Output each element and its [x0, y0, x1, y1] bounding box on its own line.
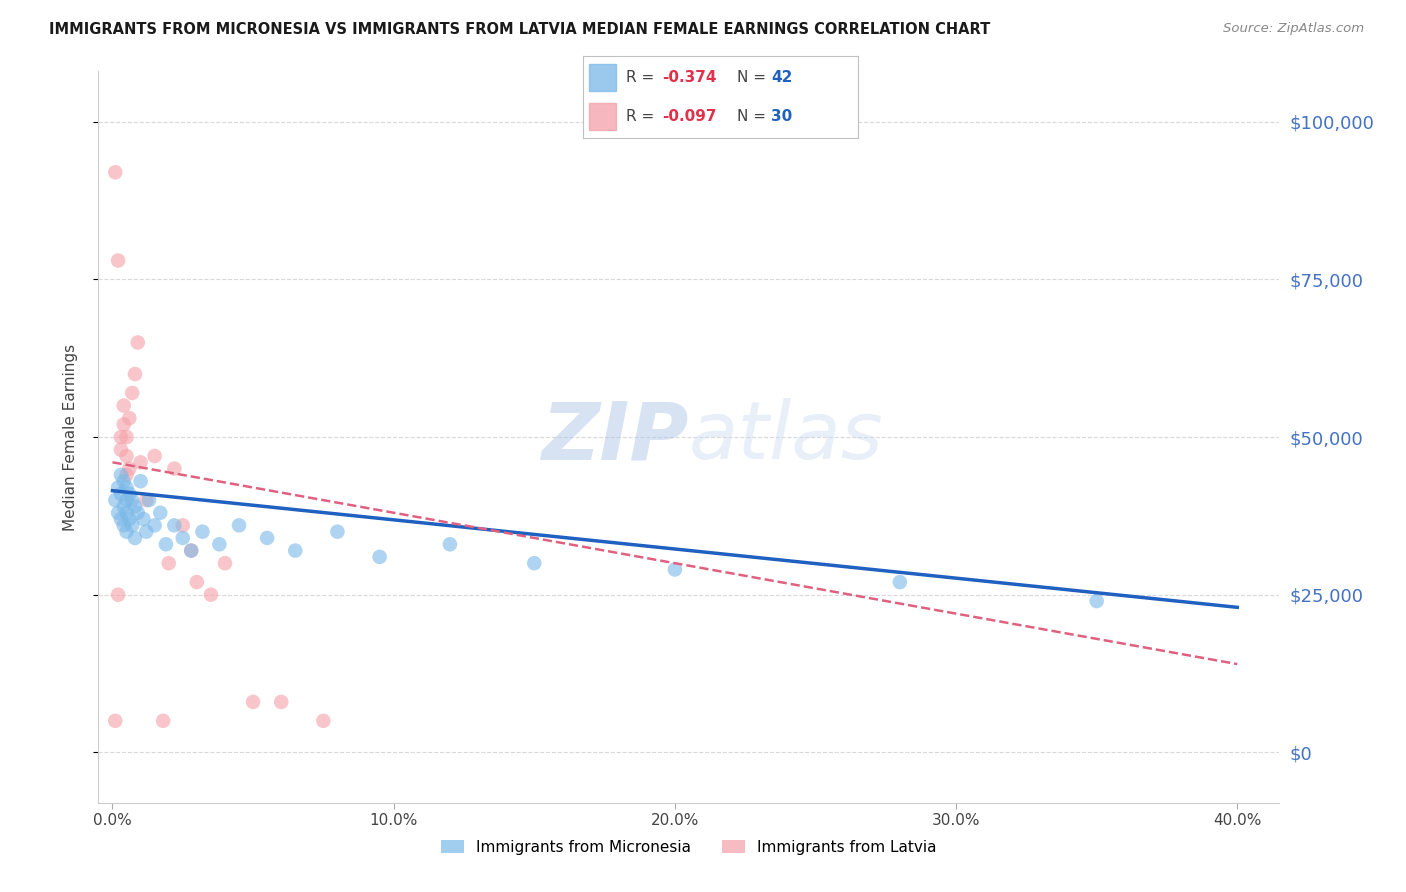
Point: [163, 518, 186, 533]
Point: [143, 449, 166, 463]
Point: [121, 493, 143, 508]
Point: [270, 695, 292, 709]
Point: [115, 430, 138, 444]
Text: -0.374: -0.374: [662, 70, 716, 85]
Point: [118, 461, 141, 475]
Point: [129, 474, 152, 488]
Text: IMMIGRANTS FROM MICRONESIA VS IMMIGRANTS FROM LATVIA MEDIAN FEMALE EARNINGS CORR: IMMIGRANTS FROM MICRONESIA VS IMMIGRANTS…: [49, 22, 990, 37]
Point: [107, 481, 129, 495]
Point: [191, 524, 214, 539]
Point: [118, 512, 141, 526]
Point: [132, 512, 155, 526]
Point: [115, 524, 138, 539]
Point: [115, 449, 138, 463]
Point: [127, 335, 149, 350]
Point: [110, 442, 132, 457]
Point: [157, 556, 180, 570]
Point: [242, 695, 264, 709]
Point: [186, 575, 208, 590]
Point: [110, 487, 132, 501]
Point: [104, 714, 127, 728]
Point: [228, 518, 250, 533]
Point: [124, 367, 146, 381]
Point: [112, 500, 135, 514]
Point: [163, 461, 186, 475]
Point: [143, 518, 166, 533]
Text: Source: ZipAtlas.com: Source: ZipAtlas.com: [1223, 22, 1364, 36]
Bar: [589, 103, 616, 130]
Point: [115, 481, 138, 495]
Text: R =: R =: [626, 70, 659, 85]
Point: [121, 518, 143, 533]
Point: [118, 411, 141, 425]
Point: [107, 506, 129, 520]
Legend: Immigrants from Micronesia, Immigrants from Latvia: Immigrants from Micronesia, Immigrants f…: [436, 834, 942, 861]
Point: [1085, 594, 1108, 608]
Point: [135, 524, 157, 539]
Y-axis label: Median Female Earnings: Median Female Earnings: [63, 343, 77, 531]
Point: [523, 556, 546, 570]
Point: [127, 506, 149, 520]
Text: R =: R =: [626, 109, 659, 124]
Point: [152, 714, 174, 728]
Point: [110, 430, 132, 444]
Point: [118, 487, 141, 501]
Point: [155, 537, 177, 551]
Text: 30: 30: [772, 109, 793, 124]
Point: [284, 543, 307, 558]
Point: [124, 500, 146, 514]
Bar: [589, 63, 616, 91]
Point: [104, 493, 127, 508]
Point: [112, 474, 135, 488]
Text: N =: N =: [737, 70, 770, 85]
Text: -0.097: -0.097: [662, 109, 716, 124]
Point: [208, 537, 231, 551]
Point: [107, 588, 129, 602]
Text: 42: 42: [772, 70, 793, 85]
Point: [110, 512, 132, 526]
Point: [104, 165, 127, 179]
Point: [889, 575, 911, 590]
Point: [180, 543, 202, 558]
Point: [124, 531, 146, 545]
Point: [149, 506, 172, 520]
Point: [180, 543, 202, 558]
Text: N =: N =: [737, 109, 770, 124]
Text: atlas: atlas: [689, 398, 884, 476]
Point: [256, 531, 278, 545]
Point: [115, 506, 138, 520]
Point: [214, 556, 236, 570]
Point: [115, 493, 138, 508]
Point: [326, 524, 349, 539]
Point: [439, 537, 461, 551]
Point: [115, 467, 138, 482]
Point: [107, 253, 129, 268]
Point: [172, 518, 194, 533]
Point: [121, 386, 143, 401]
Point: [200, 588, 222, 602]
Point: [112, 417, 135, 432]
Point: [129, 455, 152, 469]
Point: [138, 493, 160, 508]
Point: [112, 518, 135, 533]
Point: [172, 531, 194, 545]
Text: ZIP: ZIP: [541, 398, 689, 476]
Point: [312, 714, 335, 728]
Point: [112, 399, 135, 413]
Point: [135, 493, 157, 508]
Point: [664, 562, 686, 576]
Point: [368, 549, 391, 564]
Point: [110, 467, 132, 482]
